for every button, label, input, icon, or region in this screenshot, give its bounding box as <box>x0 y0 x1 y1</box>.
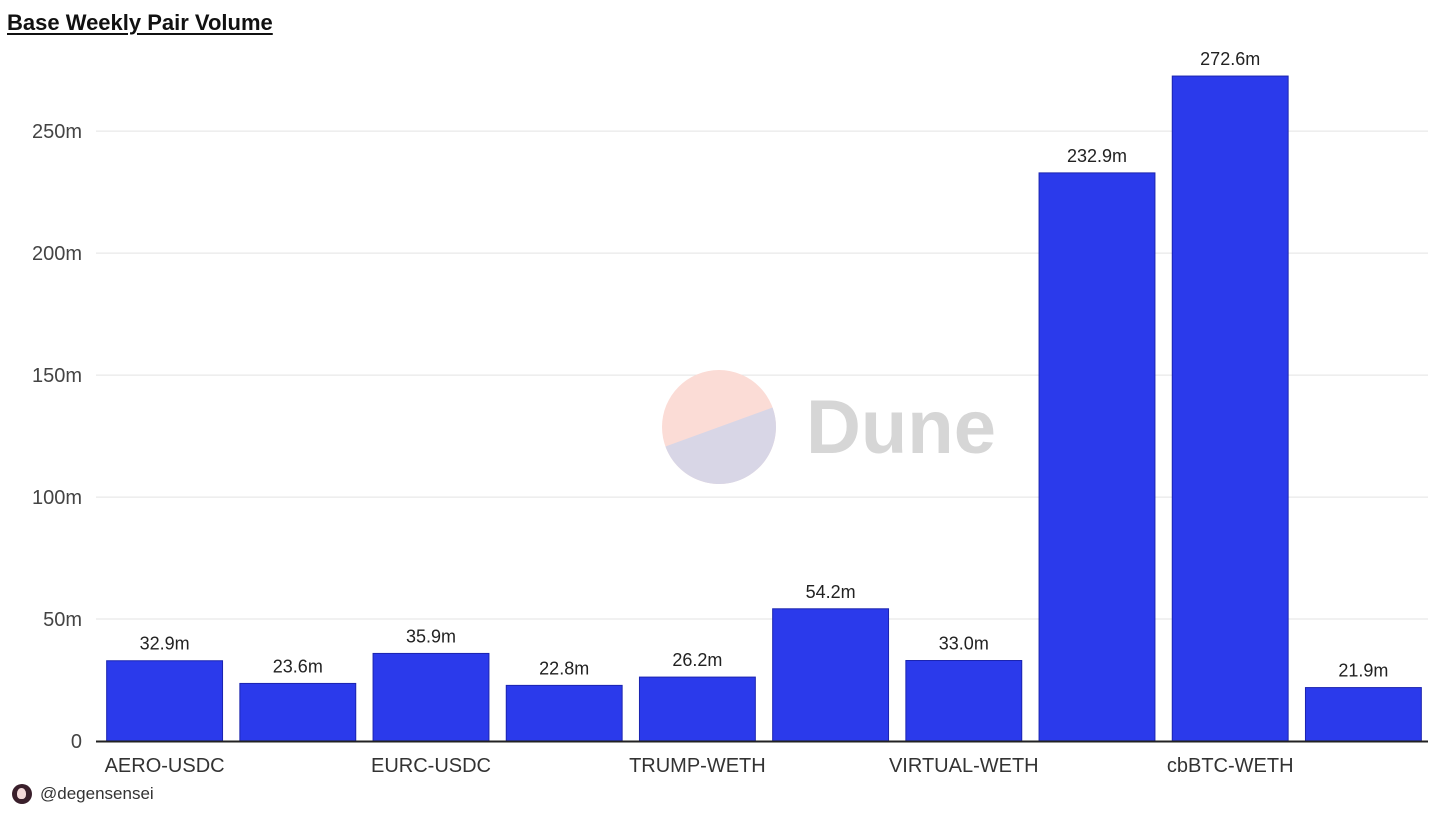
y-tick-label: 200m <box>32 243 82 265</box>
avatar <box>12 784 32 804</box>
watermark-text: Dune <box>806 385 996 470</box>
bars <box>106 75 1422 742</box>
bar <box>638 676 756 742</box>
bar <box>1038 172 1156 742</box>
data-label: 21.9m <box>1338 661 1388 681</box>
data-label: 33.0m <box>939 634 989 654</box>
author-handle: @degensensei <box>40 784 154 803</box>
bar <box>239 682 357 742</box>
data-label: 23.6m <box>273 656 323 676</box>
bar <box>905 660 1023 742</box>
y-axis-ticks: 0 50m 100m 150m 200m 250m <box>32 121 82 753</box>
data-labels: 32.9m 23.6m 35.9m 22.8m 26.2m 54.2m 33.0m 232.9… <box>140 49 1389 681</box>
bar <box>505 684 623 742</box>
dune-logo-icon <box>662 370 776 485</box>
x-tick-label: EURC-USDC <box>371 755 491 777</box>
y-tick-label: 100m <box>32 487 82 509</box>
data-label: 22.8m <box>539 658 589 678</box>
data-label: 26.2m <box>672 650 722 670</box>
y-tick-label: 0 <box>71 731 82 753</box>
dune-watermark: Dune <box>662 370 996 485</box>
x-tick-label: cbBTC-WETH <box>1167 755 1294 777</box>
bar <box>372 652 490 742</box>
x-axis-ticks: AERO-USDC EURC-USDC TRUMP-WETH VIRTUAL-WETH… <box>105 755 1294 777</box>
bar <box>772 608 890 742</box>
data-label: 35.9m <box>406 626 456 646</box>
y-tick-label: 250m <box>32 121 82 143</box>
data-label: 232.9m <box>1067 146 1127 166</box>
bar <box>106 660 224 742</box>
data-label: 32.9m <box>140 634 190 654</box>
bar <box>1304 687 1422 742</box>
data-label: 272.6m <box>1200 49 1260 69</box>
bar <box>1171 75 1289 742</box>
data-label: 54.2m <box>806 582 856 602</box>
footer: @degensensei <box>12 784 154 804</box>
y-tick-label: 50m <box>43 609 82 631</box>
chart-title: Base Weekly Pair Volume <box>7 10 273 35</box>
x-tick-label: TRUMP-WETH <box>629 755 766 777</box>
y-tick-label: 150m <box>32 365 82 387</box>
x-tick-label: AERO-USDC <box>105 755 225 777</box>
x-tick-label: VIRTUAL-WETH <box>889 755 1039 777</box>
